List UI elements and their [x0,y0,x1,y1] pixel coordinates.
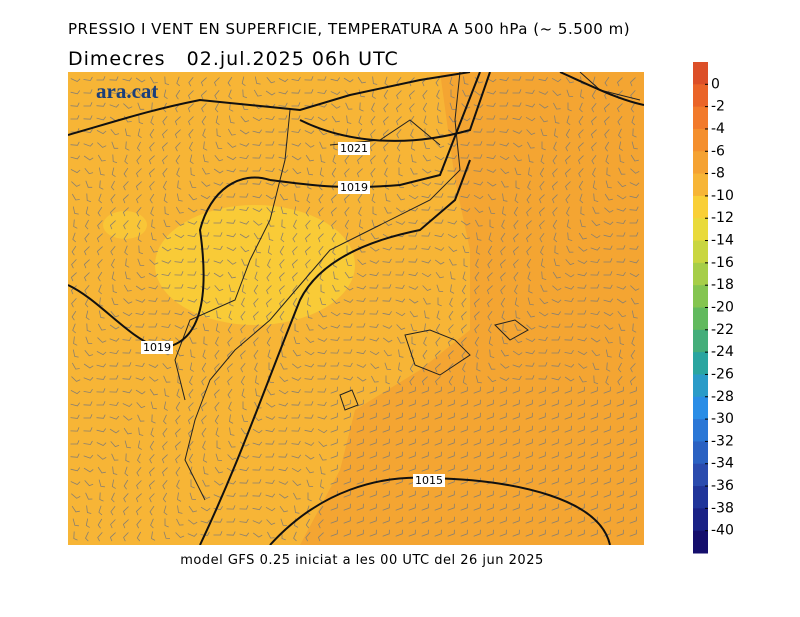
isobar-label-box [338,142,370,155]
map: 1021 1019 1019 1015 ara.cat [68,72,644,545]
colorbar-tick-label: -18 [711,277,734,293]
colorbar-tick-label: -20 [711,300,734,316]
colorbar-segment [693,441,708,465]
colorbar-segment [693,374,708,398]
colorbar-segment [693,84,708,108]
colorbar-tick-label: -16 [711,255,734,271]
subtitle: Dimecres 02.jul.2025 06h UTC [68,48,399,70]
colorbar-segment [693,463,708,487]
isobar-label-box [413,474,445,487]
colorbar-tick-label: -10 [711,188,734,204]
colorbar-tick-label: -14 [711,233,734,249]
isobar-labels: 1021 1019 1019 1015 [141,142,445,487]
colorbar-tick-label: -24 [711,344,734,360]
colorbar-segment [693,151,708,175]
footer: model GFS 0.25 iniciat a les 00 UTC del … [180,553,543,568]
colorbar-segment [693,486,708,509]
temperature-field [155,205,355,325]
colorbar-segment [693,530,708,554]
colorbar-segment [693,262,708,286]
colorbar-segment [693,307,708,331]
isobar-label-box [141,341,173,354]
colorbar-segment [693,128,708,152]
colorbar-tick-label: -38 [711,500,734,516]
colorbar-segment [693,195,708,219]
colorbar-segment [693,218,708,242]
logo: ara.cat [96,79,158,103]
colorbar-tick-label: -40 [711,523,734,539]
colorbar-segment [693,352,708,375]
isobar-label: 1019 [340,181,368,194]
colorbar-tick-label: 0 [711,76,720,92]
colorbar-segment [693,419,708,442]
isobar-label: 1015 [415,474,443,487]
colorbar-segment [693,396,708,420]
colorbar-tick-label: -30 [711,411,734,427]
colorbar: 0 -2 -4 -6 -8 -10 -12 -14 -16 -18 -20 -22 -24 -26 -28 -… [693,62,734,554]
colorbar-tick-label: -22 [711,322,734,338]
colorbar-tick-label: -28 [711,389,734,405]
colorbar-segment [693,508,708,532]
isobar-label-box [338,181,370,194]
colorbar-tick-label: -8 [711,166,725,182]
colorbar-tick-label: -12 [711,210,734,226]
colorbar-tick-label: -36 [711,478,734,494]
colorbar-tick-label: -6 [711,143,725,159]
isobar-label: 1019 [143,341,171,354]
title: PRESSIO I VENT EN SUPERFICIE, TEMPERATUR… [68,20,630,38]
isobars [68,72,644,545]
colorbar-tick-label: -34 [711,456,734,472]
colorbar-segment [693,240,708,264]
colorbar-tick-label: -32 [711,433,734,449]
temperature-field [103,211,147,239]
colorbar-segment [693,285,708,308]
colorbar-tick-label: -26 [711,366,734,382]
colorbar-tick-label: -4 [711,121,725,137]
colorbar-tick-label: -2 [711,99,725,115]
colorbar-segment [693,62,708,85]
colorbar-segment [693,329,708,353]
colorbar-segment [693,106,708,130]
coastline [174,72,641,501]
isobar-label: 1021 [340,142,368,155]
colorbar-segment [693,173,708,197]
